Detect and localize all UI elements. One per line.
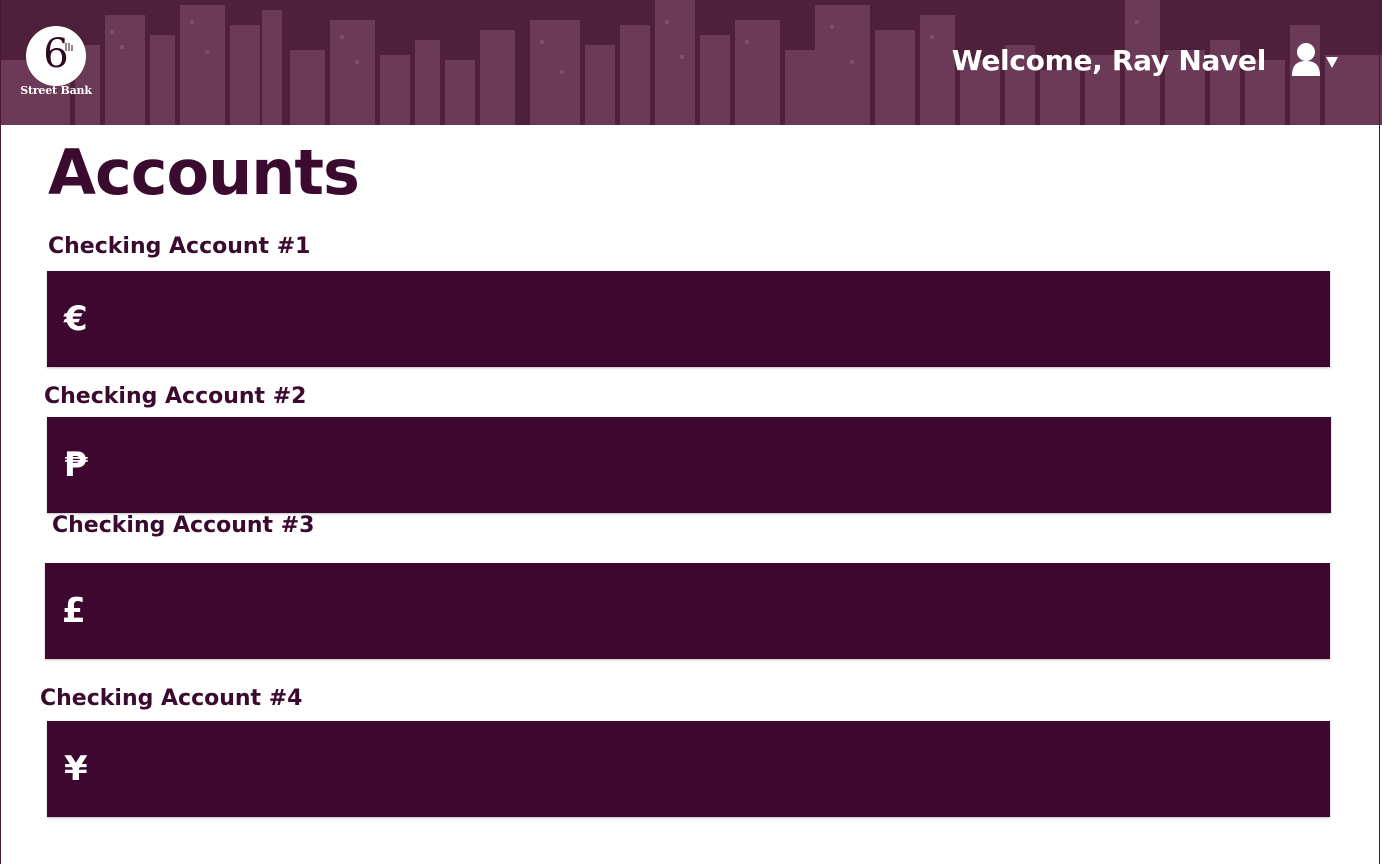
account-card-2[interactable]: ₱ <box>47 417 1331 513</box>
pound-currency-icon: £ <box>62 591 86 631</box>
account-label-4: Checking Account #4 <box>40 686 303 711</box>
account-card-4[interactable]: ¥ <box>47 721 1330 817</box>
peso-currency-icon: ₱ <box>64 445 88 485</box>
city-skyline-background <box>0 0 1382 125</box>
logo-th-mark <box>65 43 73 51</box>
account-label-1: Checking Account #1 <box>48 234 311 259</box>
account-card-1[interactable]: € <box>47 271 1330 367</box>
chevron-down-icon <box>1326 57 1338 68</box>
header: 6 Street Bank Welcome, Ray Navel <box>0 0 1382 125</box>
yen-currency-icon: ¥ <box>64 749 88 789</box>
page-title: Accounts <box>48 136 360 209</box>
account-label-2: Checking Account #2 <box>44 384 307 409</box>
user-menu-button[interactable] <box>1290 42 1342 80</box>
welcome-message: Welcome, Ray Navel <box>951 44 1267 77</box>
account-label-3: Checking Account #3 <box>52 513 315 538</box>
account-card-3[interactable]: £ <box>45 563 1330 659</box>
bank-logo[interactable]: 6 <box>26 26 86 86</box>
euro-currency-icon: € <box>64 299 88 339</box>
logo-number: 6 <box>43 31 69 77</box>
logo-text: Street Bank <box>20 84 92 97</box>
user-icon <box>1292 43 1320 76</box>
